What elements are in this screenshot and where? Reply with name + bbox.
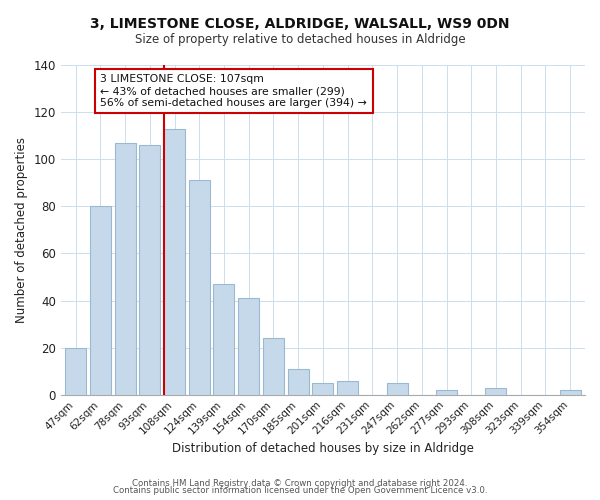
- Text: Size of property relative to detached houses in Aldridge: Size of property relative to detached ho…: [134, 32, 466, 46]
- Bar: [263, 338, 284, 394]
- Bar: [485, 388, 506, 394]
- X-axis label: Distribution of detached houses by size in Aldridge: Distribution of detached houses by size …: [172, 442, 474, 455]
- Bar: [189, 180, 210, 394]
- Bar: [90, 206, 111, 394]
- Bar: [287, 369, 308, 394]
- Bar: [65, 348, 86, 395]
- Bar: [313, 383, 334, 394]
- Bar: [164, 128, 185, 394]
- Text: Contains public sector information licensed under the Open Government Licence v3: Contains public sector information licen…: [113, 486, 487, 495]
- Bar: [337, 380, 358, 394]
- Bar: [238, 298, 259, 394]
- Text: 3 LIMESTONE CLOSE: 107sqm
← 43% of detached houses are smaller (299)
56% of semi: 3 LIMESTONE CLOSE: 107sqm ← 43% of detac…: [100, 74, 367, 108]
- Text: Contains HM Land Registry data © Crown copyright and database right 2024.: Contains HM Land Registry data © Crown c…: [132, 478, 468, 488]
- Bar: [214, 284, 235, 395]
- Y-axis label: Number of detached properties: Number of detached properties: [15, 137, 28, 323]
- Bar: [560, 390, 581, 394]
- Bar: [436, 390, 457, 394]
- Bar: [139, 145, 160, 394]
- Bar: [386, 383, 407, 394]
- Bar: [115, 142, 136, 394]
- Text: 3, LIMESTONE CLOSE, ALDRIDGE, WALSALL, WS9 0DN: 3, LIMESTONE CLOSE, ALDRIDGE, WALSALL, W…: [90, 18, 510, 32]
